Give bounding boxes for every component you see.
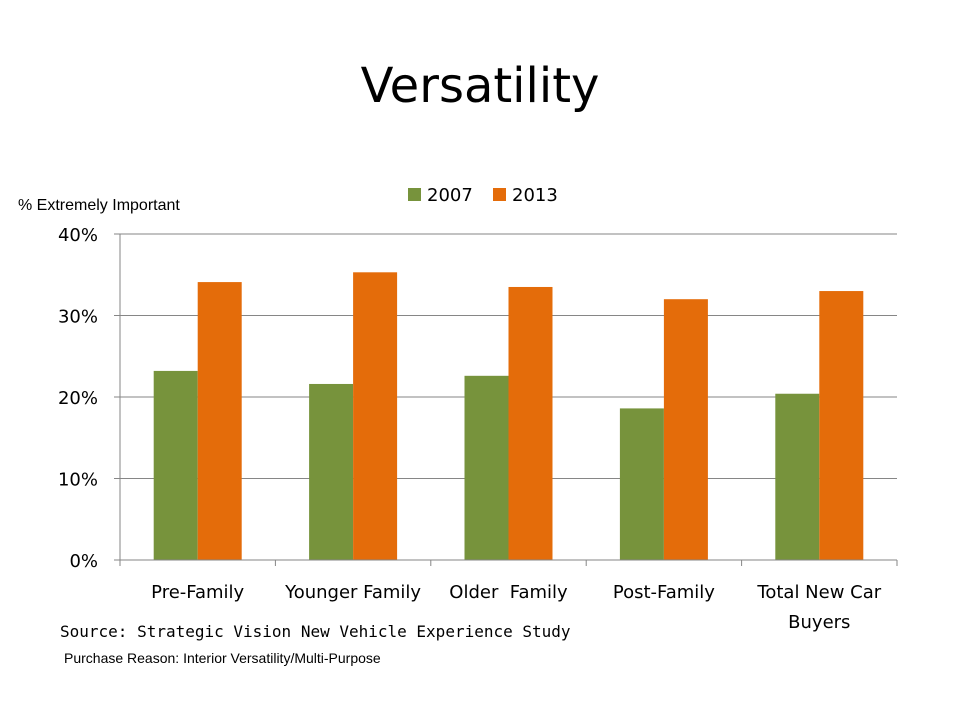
x-tick-label-line: Post-Family [613,582,715,603]
bar-2007-2 [464,375,509,560]
x-tick-label: Post-Family [613,582,715,603]
legend: 2007 2013 [408,185,558,206]
bar-2007-0 [153,370,198,560]
x-tick-label: Total New Car Buyers [756,582,881,633]
page-title: Versatility [360,58,600,114]
legend-label-2013: 2013 [512,185,558,206]
bar-2007-1 [309,383,354,560]
note-text: Purchase Reason: Interior Versatility/Mu… [64,650,381,666]
y-tick-label: 40% [58,225,98,246]
x-tick-label: Pre-Family [151,582,244,603]
y-tick-label: 30% [58,307,98,328]
x-tick-label-line: Buyers [788,612,850,633]
legend-swatch-2007 [408,188,421,201]
legend-label-2007: 2007 [427,185,473,206]
bar-2007-3 [619,408,664,560]
bar-2013-4 [819,291,864,560]
bars [153,272,864,560]
bar-2007-4 [775,393,820,560]
source-text: Source: Strategic Vision New Vehicle Exp… [60,622,571,641]
x-tick-label-line: Total New Car [756,582,881,603]
x-tick-label: Younger Family [284,582,421,603]
x-tick-label-line: Pre-Family [151,582,244,603]
y-tick-label: 20% [58,388,98,409]
bar-2013-0 [197,282,242,560]
legend-swatch-2013 [493,188,506,201]
y-tick-label: 0% [69,551,98,572]
y-tick-label: 10% [58,470,98,491]
bar-2013-3 [663,299,708,560]
x-tick-label-line: Younger Family [284,582,421,603]
y-axis-label: % Extremely Important [18,197,180,214]
axes: 0% 10% 20% 30% 40% Pre-Family Younger Family Ol… [58,225,898,633]
bar-2013-2 [508,286,553,560]
x-tick-label-line: Older Family [449,582,568,603]
bar-2013-1 [353,272,398,560]
x-tick-label: Older Family [449,582,568,603]
